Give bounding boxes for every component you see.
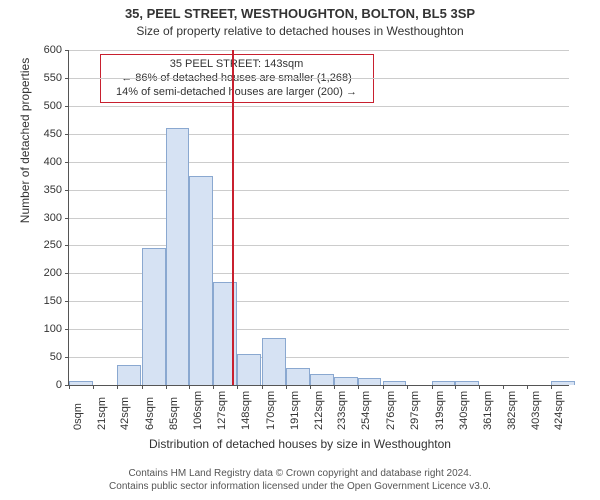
reference-line	[232, 50, 234, 385]
x-tick-label: 319sqm	[434, 391, 446, 430]
y-tick-label: 250	[44, 239, 62, 251]
x-tick-label: 42sqm	[119, 397, 131, 430]
chart-container: { "layout": { "width": 600, "height": 50…	[0, 0, 600, 500]
x-tick-label: 127sqm	[216, 391, 228, 430]
x-tick-label: 191sqm	[289, 391, 301, 430]
footer-line-1: Contains HM Land Registry data © Crown c…	[0, 468, 600, 481]
gridline	[69, 78, 569, 79]
x-tick-label: 21sqm	[96, 397, 108, 430]
x-tick-label: 424sqm	[553, 391, 565, 430]
x-tick-label: 382sqm	[506, 391, 518, 430]
x-tick-label: 64sqm	[144, 397, 156, 430]
y-tick-label: 200	[44, 267, 62, 279]
x-tick-label: 148sqm	[240, 391, 252, 430]
histogram-bar	[432, 381, 456, 385]
x-tick-label: 254sqm	[360, 391, 372, 430]
histogram-bar	[262, 338, 286, 385]
x-tick-label: 340sqm	[458, 391, 470, 430]
histogram-bar	[551, 381, 575, 385]
y-tick-label: 500	[44, 100, 62, 112]
x-tick-label: 276sqm	[385, 391, 397, 430]
y-tick-label: 400	[44, 156, 62, 168]
histogram-bar	[334, 377, 358, 385]
y-tick-label: 0	[56, 379, 62, 391]
gridline	[69, 134, 569, 135]
y-tick-label: 300	[44, 212, 62, 224]
gridline	[69, 50, 569, 51]
x-tick-label: 361sqm	[482, 391, 494, 430]
y-tick-label: 50	[50, 351, 62, 363]
chart-title: 35, PEEL STREET, WESTHOUGHTON, BOLTON, B…	[0, 6, 600, 21]
histogram-bar	[237, 354, 261, 385]
x-tick-label: 0sqm	[72, 403, 84, 430]
y-tick-label: 350	[44, 184, 62, 196]
histogram-bar	[117, 365, 141, 385]
histogram-bar	[189, 176, 213, 385]
y-tick-label: 150	[44, 295, 62, 307]
x-axis-label: Distribution of detached houses by size …	[0, 437, 600, 451]
gridline	[69, 190, 569, 191]
x-tick-label: 170sqm	[265, 391, 277, 430]
footer-attribution: Contains HM Land Registry data © Crown c…	[0, 468, 600, 493]
histogram-bar	[166, 128, 190, 385]
histogram-bar	[358, 378, 382, 385]
y-tick-label: 550	[44, 72, 62, 84]
histogram-bar	[383, 381, 407, 385]
annotation-line-1: 35 PEEL STREET: 143sqm	[105, 58, 369, 72]
y-tick-label: 600	[44, 44, 62, 56]
chart-subtitle: Size of property relative to detached ho…	[0, 24, 600, 38]
histogram-bar	[455, 381, 479, 385]
x-tick-label: 106sqm	[192, 391, 204, 430]
y-tick-label: 450	[44, 128, 62, 140]
plot-area: 35 PEEL STREET: 143sqm ← 86% of detached…	[68, 50, 569, 386]
gridline	[69, 162, 569, 163]
histogram-bar	[286, 368, 310, 385]
x-tick-label: 403sqm	[530, 391, 542, 430]
gridline	[69, 218, 569, 219]
histogram-bar	[142, 248, 166, 385]
histogram-bar	[213, 282, 237, 385]
annotation-line-3: 14% of semi-detached houses are larger (…	[105, 86, 369, 100]
x-tick-label: 297sqm	[409, 391, 421, 430]
x-tick-label: 85sqm	[168, 397, 180, 430]
y-tick-label: 100	[44, 323, 62, 335]
histogram-bar	[310, 374, 334, 385]
gridline	[69, 245, 569, 246]
histogram-bar	[69, 381, 93, 385]
gridline	[69, 106, 569, 107]
x-tick-label: 233sqm	[336, 391, 348, 430]
footer-line-2: Contains public sector information licen…	[0, 481, 600, 494]
y-axis-label: Number of detached properties	[18, 0, 32, 308]
x-tick-label: 212sqm	[313, 391, 325, 430]
